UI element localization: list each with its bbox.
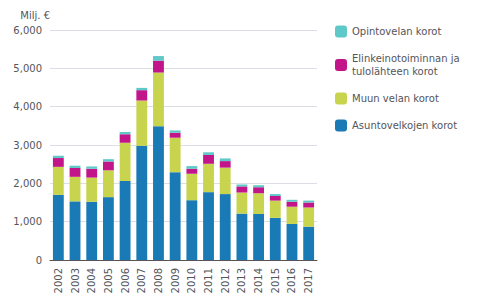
svg-text:Asuntovelkojen korot: Asuntovelkojen korot (352, 120, 457, 131)
svg-text:2015: 2015 (270, 268, 281, 293)
svg-text:Opintovelan korot: Opintovelan korot (352, 26, 441, 37)
svg-text:6,000: 6,000 (13, 25, 42, 36)
svg-text:2006: 2006 (120, 268, 131, 293)
svg-text:2010: 2010 (186, 268, 197, 293)
svg-text:2014: 2014 (253, 268, 264, 293)
svg-text:2017: 2017 (303, 268, 314, 293)
svg-text:2008: 2008 (153, 268, 164, 293)
svg-text:Muun velan korot: Muun velan korot (352, 93, 439, 104)
svg-text:2002: 2002 (53, 268, 64, 293)
svg-text:Milj. €: Milj. € (20, 10, 50, 21)
svg-text:2011: 2011 (203, 268, 214, 293)
svg-text:2004: 2004 (86, 268, 97, 293)
svg-text:1,000: 1,000 (13, 216, 42, 227)
svg-text:5,000: 5,000 (13, 63, 42, 74)
svg-text:2,000: 2,000 (13, 178, 42, 189)
svg-text:2003: 2003 (70, 268, 81, 293)
svg-text:0: 0 (36, 255, 42, 266)
svg-text:tulolähteen korot: tulolähteen korot (352, 66, 438, 77)
svg-text:2007: 2007 (136, 268, 147, 293)
svg-text:4,000: 4,000 (13, 101, 42, 112)
svg-text:2013: 2013 (236, 268, 247, 293)
svg-text:3,000: 3,000 (13, 140, 42, 151)
svg-text:2009: 2009 (170, 268, 181, 293)
svg-text:Elinkeinotoiminnan ja: Elinkeinotoiminnan ja (352, 53, 460, 64)
svg-text:2012: 2012 (220, 268, 231, 293)
svg-text:2005: 2005 (103, 268, 114, 293)
svg-text:2016: 2016 (286, 268, 297, 293)
